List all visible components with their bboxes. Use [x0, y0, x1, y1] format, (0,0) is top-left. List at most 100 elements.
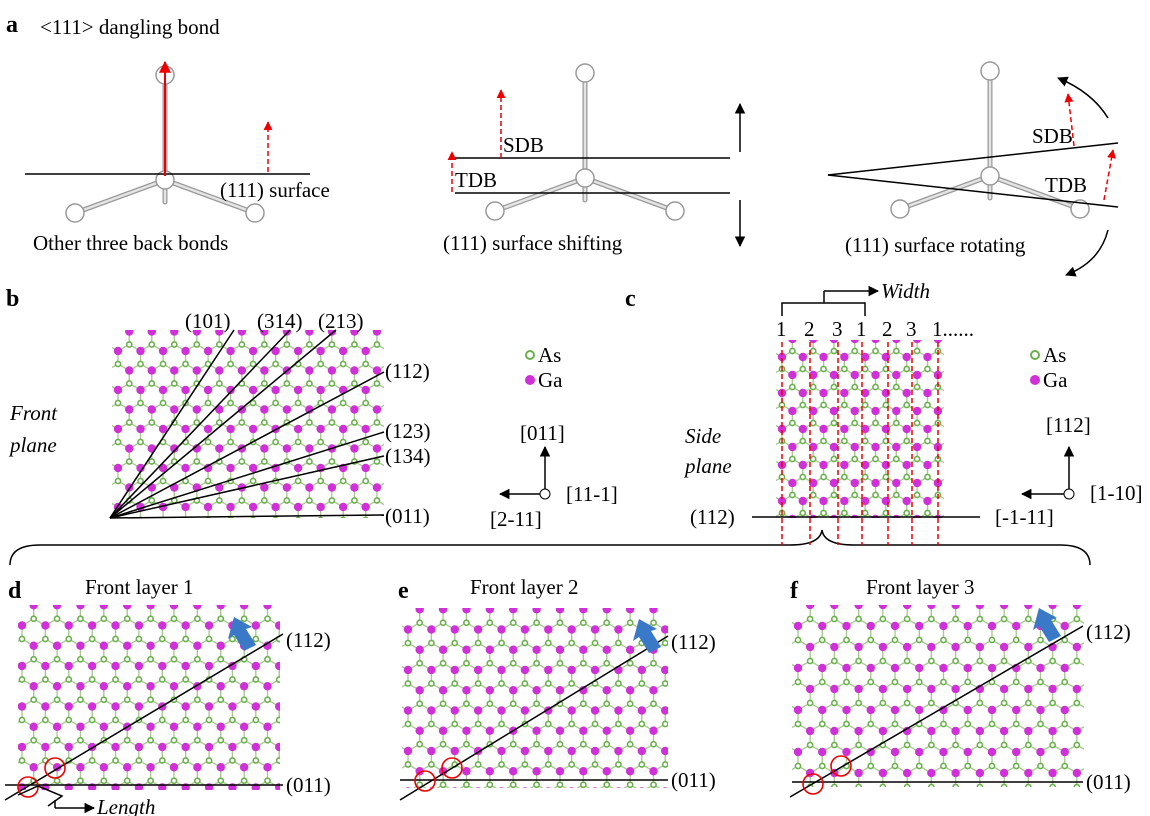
ga-atom — [328, 405, 336, 413]
as-atom — [487, 782, 492, 787]
as-atom — [250, 322, 255, 327]
ga-atom — [903, 497, 911, 505]
as-atom — [569, 721, 574, 726]
ga-atom — [788, 515, 796, 523]
lattice-bond — [174, 599, 186, 606]
as-atom — [363, 517, 368, 522]
lattice-bond — [677, 623, 689, 630]
as-atom — [329, 498, 334, 503]
ga-atom — [903, 425, 911, 433]
as-atom — [925, 330, 930, 335]
ga-atom — [923, 425, 931, 433]
ga-atom — [923, 389, 931, 397]
lattice-bond — [761, 423, 771, 429]
lattice-bond — [677, 704, 689, 711]
lattice-bond — [107, 325, 118, 332]
ga-atom — [283, 483, 291, 491]
ga-atom — [339, 425, 347, 433]
ga-atom — [486, 686, 494, 694]
ga-atom — [903, 389, 911, 397]
as-atom — [873, 492, 878, 497]
lattice-bond — [677, 724, 689, 731]
lattice-bond — [84, 442, 95, 449]
as-atom — [149, 342, 154, 347]
ga-atom — [799, 461, 807, 469]
lattice-bond — [279, 801, 291, 808]
ga-atom — [283, 444, 291, 452]
ga-atom — [350, 444, 358, 452]
as-atom — [748, 528, 753, 533]
as-atom — [318, 439, 323, 444]
ga-atom — [111, 662, 119, 670]
lattice-bond — [291, 720, 303, 727]
ga-atom — [350, 522, 358, 530]
as-atom — [852, 420, 857, 425]
lattice-bond — [1101, 661, 1113, 668]
as-atom — [19, 636, 24, 641]
ga-atom — [328, 483, 336, 491]
as-atom — [239, 498, 244, 503]
ga-atom — [6, 804, 14, 812]
ga-atom — [788, 407, 796, 415]
lattice-bond — [502, 805, 514, 812]
as-atom — [217, 381, 222, 386]
lattice-bond — [279, 740, 291, 747]
as-atom — [31, 616, 36, 621]
lattice-bond — [279, 599, 291, 606]
lattice-bond — [354, 520, 365, 527]
as-atom — [265, 616, 270, 621]
lattice-bond — [607, 805, 619, 812]
lattice-bond — [354, 520, 365, 527]
lattice-bond — [388, 481, 399, 488]
ga-atom — [661, 666, 669, 674]
ga-atom — [923, 461, 931, 469]
ga-atom — [871, 479, 879, 487]
ga-atom — [100, 601, 108, 609]
lattice-bond — [264, 520, 275, 527]
ga-atom — [451, 666, 459, 674]
lattice-bond — [291, 761, 303, 768]
as-atom — [78, 738, 83, 743]
ga-atom — [294, 503, 302, 511]
as-atom — [195, 697, 200, 702]
ga-atom — [193, 405, 201, 413]
as-atom — [686, 762, 691, 767]
lattice-bond — [0, 801, 10, 808]
ga-atom — [819, 353, 827, 361]
as-atom — [307, 498, 312, 503]
lattice-bond — [80, 801, 92, 808]
lattice-bond — [931, 598, 943, 605]
lattice-bond — [174, 801, 186, 808]
ga-atom — [287, 601, 295, 609]
as-atom — [394, 782, 399, 787]
as-atom — [842, 330, 847, 335]
lattice-bond — [22, 599, 34, 606]
as-atom — [160, 361, 165, 366]
ga-atom — [275, 702, 283, 710]
as-atom — [138, 478, 143, 483]
as-atom — [464, 661, 469, 666]
ga-atom — [882, 461, 890, 469]
as-atom — [262, 381, 267, 386]
lattice-bond — [22, 801, 34, 808]
lattice-bond — [279, 659, 291, 666]
ga-atom — [80, 522, 88, 530]
ga-atom — [65, 662, 73, 670]
as-atom — [228, 400, 233, 405]
ga-atom — [146, 642, 154, 650]
as-atom — [217, 537, 222, 542]
as-atom — [831, 528, 836, 533]
as-atom — [831, 384, 836, 389]
lattice-bond — [956, 598, 968, 605]
as-atom — [363, 478, 368, 483]
ga-atom — [114, 542, 122, 550]
as-atom — [499, 600, 504, 605]
lattice-bond — [291, 680, 303, 687]
as-atom — [171, 778, 176, 783]
ga-atom — [923, 497, 931, 505]
lattice-bond — [232, 801, 244, 808]
as-atom — [831, 348, 836, 353]
lattice-bond — [761, 369, 771, 375]
ga-atom — [840, 425, 848, 433]
ga-atom — [41, 662, 49, 670]
